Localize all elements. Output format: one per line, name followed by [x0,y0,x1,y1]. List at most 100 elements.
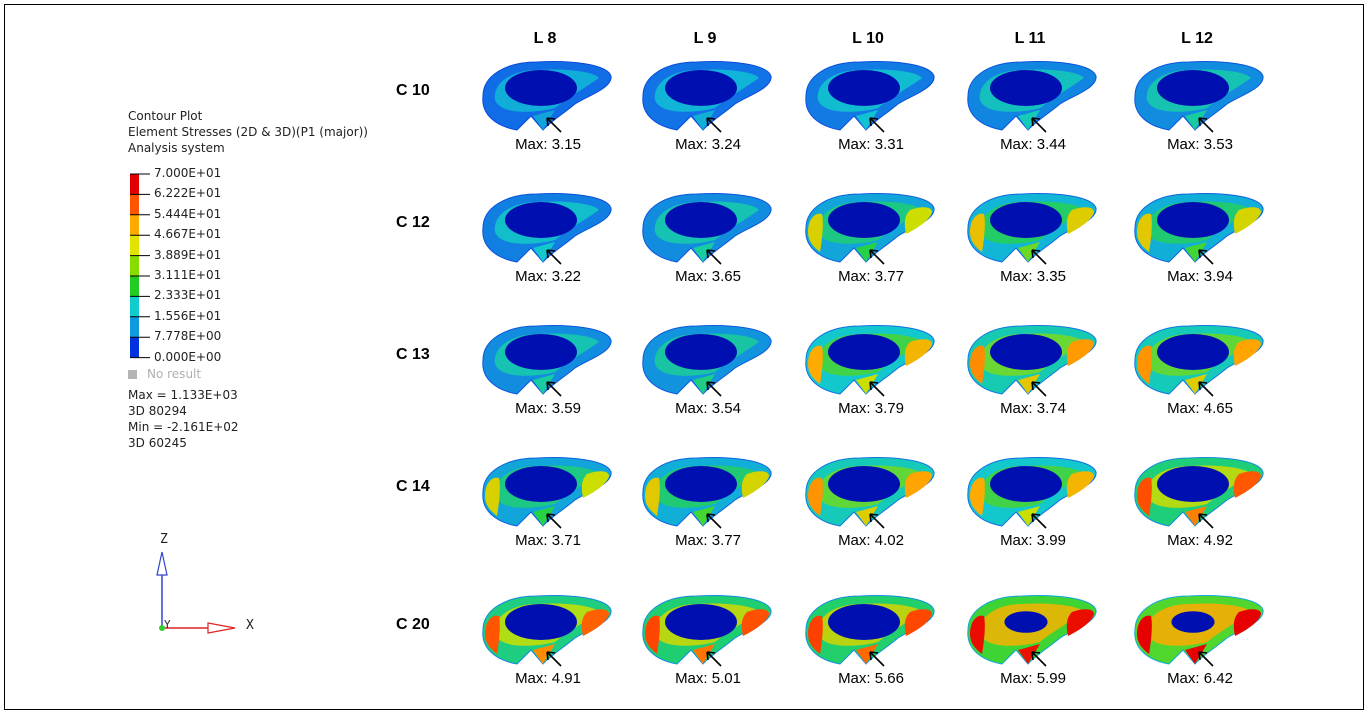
legend-title: Contour Plot Element Stresses (2D & 3D)(… [128,108,368,156]
vertebra-core [665,466,737,502]
max-location-arrow [706,651,722,667]
stress-hotspot [1233,609,1261,636]
stress-hotspot [645,477,660,516]
max-stress-region [1018,110,1040,130]
vertebra-core [828,202,900,238]
max-stress-region [856,374,878,394]
legend-band [130,276,139,297]
legend-band [130,316,139,338]
vertebra-contour [1134,61,1264,133]
stress-hotspot [485,615,500,654]
vertebra-core [1157,70,1229,106]
vertebra-contour [1134,595,1264,667]
max-stress-label: Max: 6.42 [1167,670,1233,687]
vertebra-core [990,70,1062,106]
vertebra-contour [805,325,935,397]
max-stress-label: Max: 3.74 [1000,400,1066,417]
max-location-arrow [1031,651,1047,667]
legend-tick-label: 0.000E+00 [154,349,222,364]
legend-band [130,255,139,276]
max-stress-region [533,374,555,394]
legend-tick-label: 1.556E+01 [154,308,222,323]
max-location-arrow [1198,381,1214,397]
max-stress-label: Max: 4.65 [1167,400,1233,417]
max-stress-region [1185,374,1207,394]
vertebra-contour [967,193,1097,265]
legend-stats: Max = 1.133E+03 3D 80294 Min = -2.161E+0… [128,387,239,451]
legend-title-line: Analysis system [128,141,225,155]
max-location-arrow [1031,381,1047,397]
legend-title-line: Element Stresses (2D & 3D)(P1 (major)) [128,125,368,139]
legend-title-line: Contour Plot [128,109,203,123]
vertebra-core [505,202,577,238]
legend-tick-label: 2.333E+01 [154,288,222,303]
vertebra-core [665,202,737,238]
max-stress-region [856,644,878,664]
vertebra-core [828,334,900,370]
stress-hotspot [581,471,609,498]
max-location-arrow [869,249,885,265]
stress-hotspot [904,471,932,498]
x-axis-arrow [207,622,236,634]
max-stress-region [1185,506,1207,526]
column-header: L 11 [1014,30,1046,47]
max-location-arrow [869,117,885,133]
vertebra-core [1171,611,1215,633]
max-stress-region [533,644,555,664]
vertebra-core [828,604,900,640]
max-location-arrow [706,381,722,397]
max-stress-region [693,110,715,130]
max-location-arrow [1031,249,1047,265]
stress-hotspot [1137,477,1152,516]
stress-hotspot [970,477,985,516]
max-location-arrow [546,249,562,265]
stress-hotspot [741,609,769,636]
legend-band [130,235,139,256]
row-header: C 13 [396,346,430,363]
max-stress-region [1185,242,1207,262]
max-location-arrow [546,381,562,397]
vertebra-core [1157,466,1229,502]
stress-hotspot [970,345,985,384]
max-stress-region [693,374,715,394]
max-location-arrow [1031,117,1047,133]
max-location-arrow [706,513,722,529]
vertebra-contour [642,61,772,133]
vertebra-contour [482,595,612,667]
vertebra-core [1157,334,1229,370]
legend-band [130,194,139,215]
vertebra-contour [482,457,612,529]
vertebra-contour [805,61,935,133]
legend-tick-label: 5.444E+01 [154,206,222,221]
max-stress-label: Max: 3.35 [1000,268,1066,285]
max-stress-label: Max: 3.59 [515,400,581,417]
stress-hotspot [808,615,823,654]
max-stress-label: Max: 5.01 [675,670,741,687]
vertebra-contour [482,193,612,265]
max-location-arrow [1198,651,1214,667]
vertebra-contour [967,595,1097,667]
vertebra-contour [642,193,772,265]
max-stress-region [533,506,555,526]
max-stress-region [693,506,715,526]
legend-tick-label: 3.889E+01 [154,247,222,262]
vertebra-contour [1134,457,1264,529]
max-stress-label: Max: 5.99 [1000,670,1066,687]
legend-band [130,174,139,195]
stress-hotspot [645,615,660,654]
stress-hotspot [1137,213,1152,252]
max-stress-label: Max: 3.54 [675,400,741,417]
max-stress-region [856,110,878,130]
stress-hotspot [904,207,932,234]
vertebra-core [665,604,737,640]
axis-triad [156,551,236,634]
legend-tick-label: 6.222E+01 [154,186,222,201]
vertebra-contour [642,457,772,529]
column-header: L 8 [533,30,557,47]
max-stress-label: Max: 3.31 [838,136,904,153]
row-header: C 14 [396,478,430,495]
max-stress-region [1018,644,1040,664]
vertebra-contour [967,61,1097,133]
vertebra-contour [482,61,612,133]
max-location-arrow [546,651,562,667]
